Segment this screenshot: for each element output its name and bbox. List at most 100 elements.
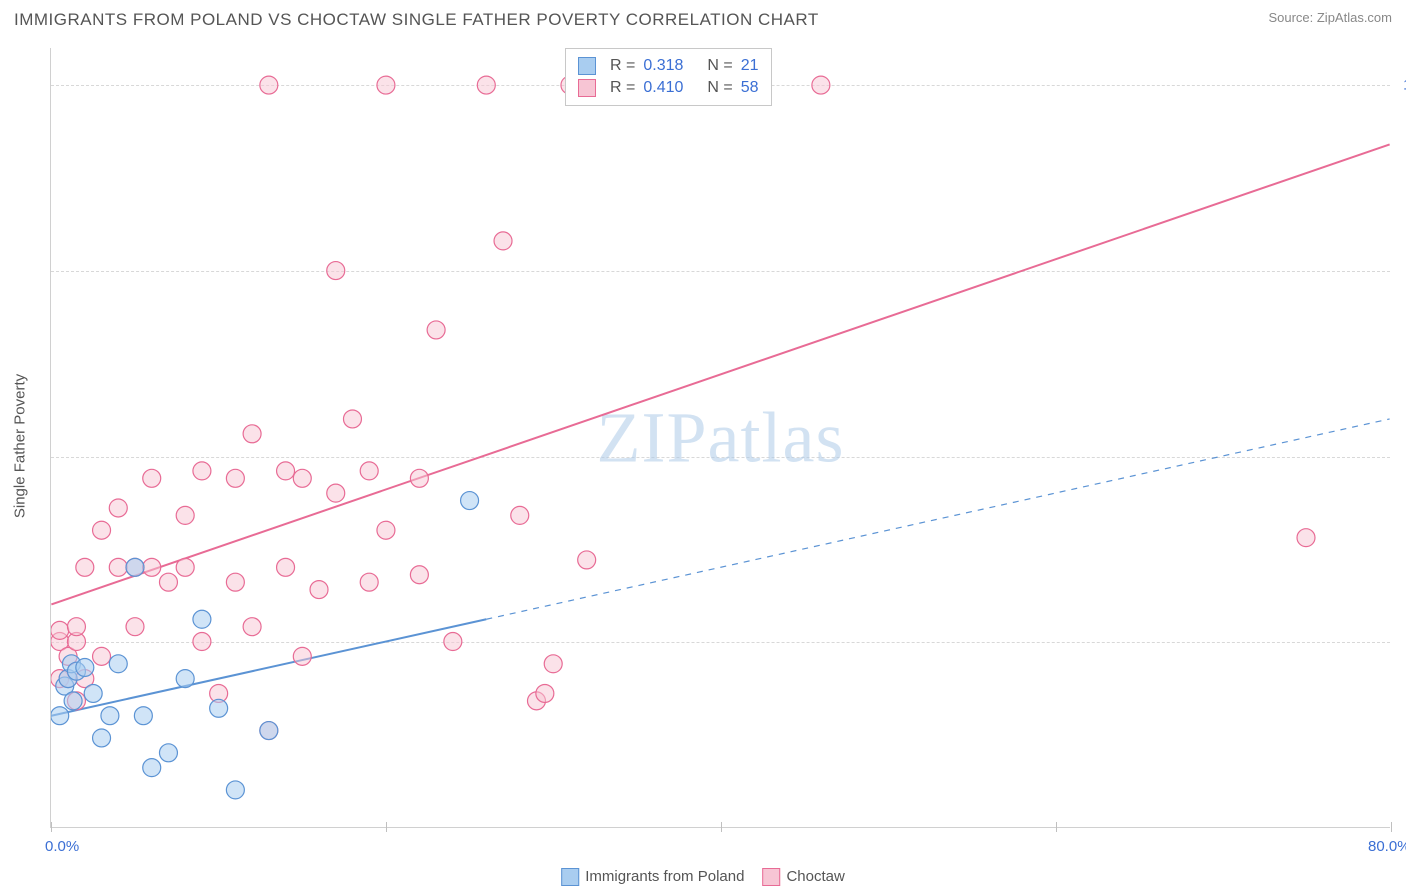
point-choctaw xyxy=(293,469,311,487)
point-choctaw xyxy=(410,566,428,584)
point-choctaw xyxy=(93,521,111,539)
point-poland xyxy=(176,670,194,688)
plot-area: ZIPatlas 25.0%50.0%75.0%100.0% xyxy=(50,48,1390,828)
point-choctaw xyxy=(59,647,77,665)
gridline xyxy=(51,642,1390,643)
point-choctaw xyxy=(310,581,328,599)
point-poland xyxy=(59,670,77,688)
point-choctaw xyxy=(494,232,512,250)
point-choctaw xyxy=(109,558,127,576)
point-choctaw xyxy=(67,692,85,710)
point-poland xyxy=(143,759,161,777)
legend-item-poland: Immigrants from Poland xyxy=(561,868,744,886)
legend-bottom: Immigrants from Poland Choctaw xyxy=(561,868,845,886)
swatch-poland-legend xyxy=(561,868,579,886)
point-poland xyxy=(56,677,74,695)
n-value-poland: 21 xyxy=(741,57,759,75)
point-choctaw xyxy=(277,558,295,576)
trend-poland-solid xyxy=(51,619,486,715)
point-choctaw xyxy=(293,647,311,665)
point-poland xyxy=(51,707,69,725)
point-choctaw xyxy=(327,484,345,502)
point-poland xyxy=(193,610,211,628)
point-choctaw xyxy=(277,462,295,480)
point-choctaw xyxy=(511,506,529,524)
point-choctaw xyxy=(76,670,94,688)
trend-poland-dashed xyxy=(486,419,1389,619)
x-max-label: 80.0% xyxy=(1368,838,1406,855)
x-tick xyxy=(1391,822,1392,832)
gridline xyxy=(51,457,1390,458)
point-choctaw xyxy=(143,469,161,487)
r-value-poland: 0.318 xyxy=(643,57,683,75)
x-min-label: 0.0% xyxy=(45,838,79,855)
point-choctaw xyxy=(226,573,244,591)
swatch-choctaw xyxy=(578,79,596,97)
point-choctaw xyxy=(536,684,554,702)
swatch-poland xyxy=(578,57,596,75)
point-poland xyxy=(64,692,82,710)
point-choctaw xyxy=(343,410,361,428)
point-choctaw xyxy=(126,618,144,636)
point-poland xyxy=(67,662,85,680)
point-choctaw xyxy=(109,499,127,517)
point-poland xyxy=(461,492,479,510)
watermark: ZIPatlas xyxy=(597,396,845,479)
x-tick xyxy=(721,822,722,832)
x-tick xyxy=(51,822,52,832)
point-choctaw xyxy=(210,684,228,702)
correlation-row-poland: R = 0.318 N = 21 xyxy=(578,55,759,77)
point-poland xyxy=(126,558,144,576)
chart-title: IMMIGRANTS FROM POLAND VS CHOCTAW SINGLE… xyxy=(14,10,819,30)
point-choctaw xyxy=(360,462,378,480)
legend-item-choctaw: Choctaw xyxy=(762,868,844,886)
point-choctaw xyxy=(544,655,562,673)
point-choctaw xyxy=(243,425,261,443)
point-choctaw xyxy=(176,506,194,524)
x-tick xyxy=(386,822,387,832)
point-choctaw xyxy=(51,670,69,688)
point-choctaw xyxy=(51,621,69,639)
point-choctaw xyxy=(126,558,144,576)
point-poland xyxy=(260,722,278,740)
chart-svg xyxy=(51,48,1390,827)
correlation-row-choctaw: R = 0.410 N = 58 xyxy=(578,77,759,99)
point-poland xyxy=(226,781,244,799)
point-choctaw xyxy=(360,573,378,591)
point-choctaw xyxy=(578,551,596,569)
point-poland xyxy=(101,707,119,725)
point-poland xyxy=(159,744,177,762)
point-choctaw xyxy=(143,558,161,576)
r-value-choctaw: 0.410 xyxy=(643,79,683,97)
point-poland xyxy=(109,655,127,673)
point-choctaw xyxy=(193,462,211,480)
point-poland xyxy=(93,729,111,747)
point-poland xyxy=(210,699,228,717)
trend-choctaw xyxy=(51,144,1389,604)
correlation-box: R = 0.318 N = 21 R = 0.410 N = 58 xyxy=(565,48,772,106)
point-choctaw xyxy=(1297,529,1315,547)
point-poland xyxy=(62,655,80,673)
point-choctaw xyxy=(427,321,445,339)
swatch-choctaw-legend xyxy=(762,868,780,886)
point-choctaw xyxy=(243,618,261,636)
point-choctaw xyxy=(159,573,177,591)
point-choctaw xyxy=(176,558,194,576)
point-poland xyxy=(134,707,152,725)
point-poland xyxy=(76,659,94,677)
source-label: Source: ZipAtlas.com xyxy=(1268,10,1392,25)
point-choctaw xyxy=(93,647,111,665)
point-choctaw xyxy=(377,521,395,539)
point-choctaw xyxy=(410,469,428,487)
point-choctaw xyxy=(76,558,94,576)
point-choctaw xyxy=(67,618,85,636)
point-choctaw xyxy=(260,722,278,740)
gridline xyxy=(51,271,1390,272)
n-value-choctaw: 58 xyxy=(741,79,759,97)
x-tick xyxy=(1056,822,1057,832)
point-choctaw xyxy=(527,692,545,710)
point-choctaw xyxy=(59,670,77,688)
y-axis-label: Single Father Poverty xyxy=(12,374,29,518)
point-poland xyxy=(84,684,102,702)
point-choctaw xyxy=(226,469,244,487)
